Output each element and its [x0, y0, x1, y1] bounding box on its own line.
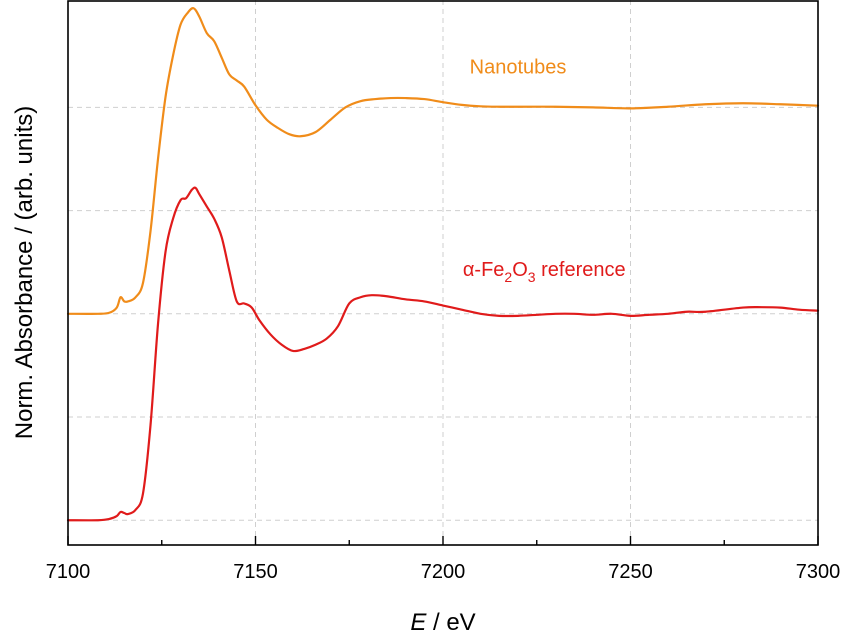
hematite-label-sub1: 2 — [504, 269, 512, 285]
x-tick-label: 7100 — [46, 561, 91, 583]
x-tick-label: 7200 — [421, 561, 466, 583]
series-label-nanotubes: Nanotubes — [470, 57, 567, 79]
series-label-hematite: α-Fe2O3 reference — [463, 259, 626, 285]
series-curves — [66, 7, 820, 522]
hematite-label-mid: O — [512, 259, 528, 281]
x-axis-label-unit: / eV — [426, 609, 475, 636]
x-axis-ticks: 7100 7150 7200 7250 7300 — [46, 536, 841, 583]
x-axis-label-variable: E — [410, 609, 427, 636]
hematite-label-sub2: 3 — [528, 269, 536, 285]
hematite-label-prefix: α-Fe — [463, 259, 505, 281]
x-axis-label: E / eV — [410, 609, 475, 636]
hematite-label-suffix: reference — [536, 259, 626, 281]
y-axis-label: Norm. Absorbance / (arb. units) — [11, 106, 38, 439]
x-tick-label: 7150 — [233, 561, 278, 583]
grid-lines — [68, 0, 818, 545]
x-tick-label: 7250 — [608, 561, 653, 583]
series-line-hematite — [66, 186, 820, 522]
series-line-nanotubes — [66, 7, 820, 315]
x-tick-label: 7300 — [796, 561, 841, 583]
